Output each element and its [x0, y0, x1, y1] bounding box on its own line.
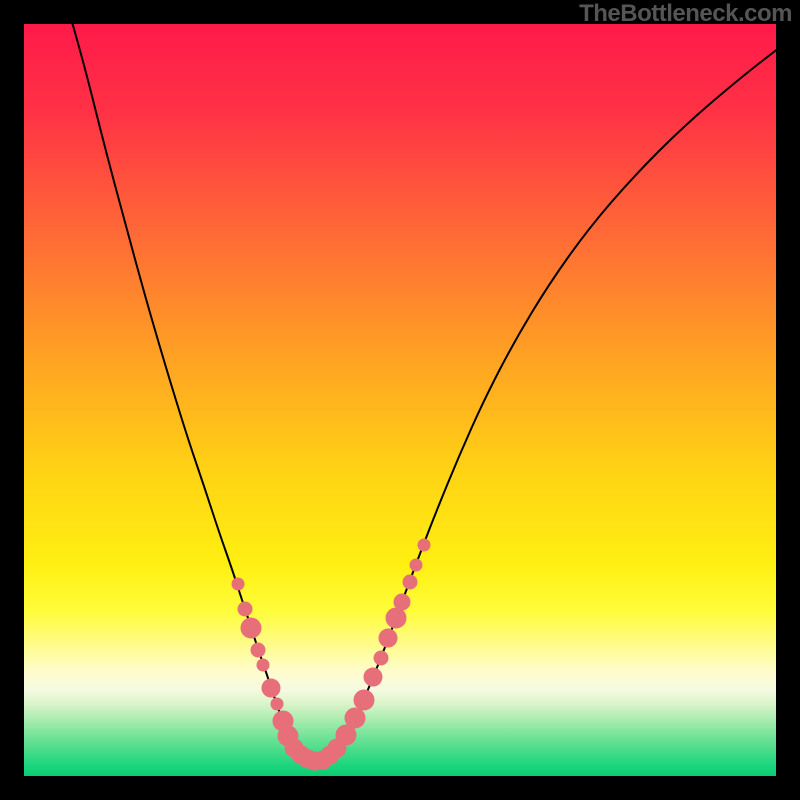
curve-marker [374, 651, 388, 665]
curve-marker [394, 594, 410, 610]
curve-marker [379, 629, 397, 647]
curve-marker [345, 708, 365, 728]
curve-marker [241, 618, 261, 638]
curve-marker [271, 698, 283, 710]
curve-marker [410, 559, 422, 571]
curve-marker [386, 608, 406, 628]
curve-marker [238, 602, 252, 616]
curve-marker [403, 575, 417, 589]
curve-marker [257, 659, 269, 671]
curve-marker [251, 643, 265, 657]
curve-marker [418, 539, 430, 551]
curve-marker [262, 679, 280, 697]
bottleneck-chart [0, 0, 800, 800]
watermark-text: TheBottleneck.com [579, 0, 792, 28]
curve-marker [232, 578, 244, 590]
curve-marker [364, 668, 382, 686]
chart-frame: TheBottleneck.com [0, 0, 800, 800]
curve-marker [354, 690, 374, 710]
plot-background [24, 24, 776, 776]
